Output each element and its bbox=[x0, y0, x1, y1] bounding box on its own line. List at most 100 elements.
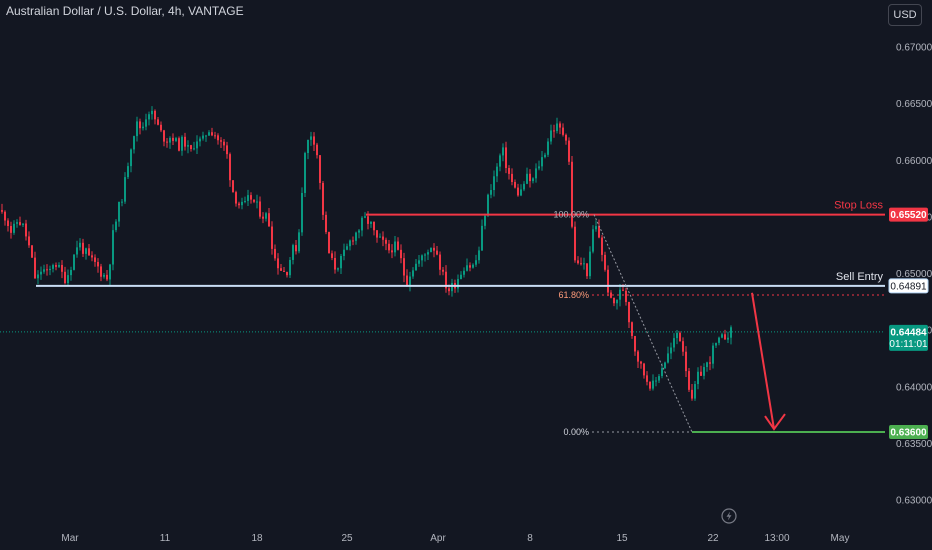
lightning-icon[interactable] bbox=[721, 508, 737, 524]
candle bbox=[625, 287, 627, 306]
candle bbox=[415, 258, 417, 271]
candle bbox=[493, 170, 495, 197]
candle bbox=[193, 141, 195, 151]
candle bbox=[34, 251, 36, 279]
candle bbox=[97, 258, 99, 273]
x-tick-label: 8 bbox=[527, 533, 533, 544]
candle bbox=[574, 221, 576, 263]
candle bbox=[247, 189, 249, 206]
candle bbox=[535, 163, 537, 183]
candle bbox=[214, 131, 216, 139]
forecast-arrow[interactable] bbox=[751, 292, 786, 431]
candle bbox=[550, 124, 552, 145]
candle bbox=[22, 223, 24, 228]
candle bbox=[79, 238, 81, 251]
candle bbox=[682, 337, 684, 356]
candle bbox=[730, 325, 732, 345]
candle bbox=[217, 133, 219, 145]
candle bbox=[229, 152, 231, 187]
candle bbox=[388, 239, 390, 254]
candle bbox=[673, 333, 675, 352]
candle bbox=[250, 192, 252, 204]
candle bbox=[94, 254, 96, 267]
candle bbox=[679, 331, 681, 342]
candle bbox=[343, 243, 345, 261]
candle bbox=[445, 265, 447, 293]
candle bbox=[646, 371, 648, 386]
candle bbox=[301, 187, 303, 236]
price-tags: 0.65520 0.64891 0.64484 01:11:01 0.63600 bbox=[888, 207, 929, 440]
candle bbox=[475, 254, 477, 267]
currency-button[interactable]: USD bbox=[888, 4, 922, 26]
candle bbox=[529, 169, 531, 188]
candle bbox=[700, 365, 702, 376]
candle bbox=[235, 190, 237, 207]
candle-countdown: 01:11:01 bbox=[889, 339, 928, 350]
x-tick-label: 13:00 bbox=[764, 533, 789, 544]
candle bbox=[16, 219, 18, 228]
candle bbox=[274, 244, 276, 261]
candle bbox=[337, 267, 339, 272]
candle bbox=[346, 243, 348, 251]
candle bbox=[421, 254, 423, 267]
candle bbox=[73, 254, 75, 271]
candle bbox=[403, 252, 405, 283]
x-tick-label: 18 bbox=[251, 533, 263, 544]
candle bbox=[58, 262, 60, 269]
candle bbox=[289, 257, 291, 279]
candle bbox=[115, 219, 117, 233]
candle bbox=[322, 181, 324, 221]
candle bbox=[325, 211, 327, 235]
candle bbox=[463, 267, 465, 278]
candle bbox=[85, 247, 87, 260]
candle bbox=[631, 321, 633, 339]
sell-entry-label: Sell Entry bbox=[836, 271, 884, 283]
current-price-value: 0.64484 bbox=[890, 327, 927, 338]
candle bbox=[727, 331, 729, 343]
candle bbox=[166, 138, 168, 148]
candle bbox=[412, 267, 414, 279]
candle bbox=[232, 180, 234, 193]
candle bbox=[706, 361, 708, 372]
candle bbox=[373, 221, 375, 236]
candle bbox=[67, 269, 69, 286]
x-tick-label: Mar bbox=[61, 533, 79, 544]
candle bbox=[175, 136, 177, 143]
candle bbox=[238, 201, 240, 209]
candle bbox=[547, 138, 549, 157]
candle bbox=[688, 368, 690, 392]
sell-entry-tag bbox=[888, 278, 929, 294]
candle bbox=[715, 342, 717, 349]
candle bbox=[406, 269, 408, 287]
candle bbox=[427, 249, 429, 260]
candle bbox=[685, 346, 687, 378]
symbol-title: Australian Dollar / U.S. Dollar, 4h, VAN… bbox=[6, 4, 244, 18]
candle bbox=[280, 264, 282, 271]
candle bbox=[265, 211, 267, 222]
candle bbox=[520, 184, 522, 197]
candle bbox=[112, 224, 114, 271]
candle bbox=[370, 221, 372, 228]
stop-loss-label: Stop Loss bbox=[834, 200, 883, 212]
candle bbox=[178, 136, 180, 152]
candle bbox=[349, 239, 351, 251]
candlestick-series bbox=[1, 106, 732, 401]
candle bbox=[223, 139, 225, 151]
candle bbox=[133, 135, 135, 154]
candle bbox=[400, 244, 402, 264]
candle bbox=[628, 301, 630, 329]
candle bbox=[205, 134, 207, 142]
candle bbox=[328, 231, 330, 254]
time-axis[interactable]: Mar 11 18 25 Apr 8 15 22 13:00 May bbox=[61, 533, 849, 544]
candle bbox=[145, 113, 147, 131]
candle bbox=[181, 135, 183, 156]
candle bbox=[124, 172, 126, 204]
candle bbox=[103, 272, 105, 279]
candle bbox=[583, 257, 585, 270]
candle bbox=[532, 177, 534, 184]
candle bbox=[40, 266, 42, 280]
candle bbox=[88, 244, 90, 256]
x-tick-label: May bbox=[831, 533, 850, 544]
candle bbox=[391, 244, 393, 259]
